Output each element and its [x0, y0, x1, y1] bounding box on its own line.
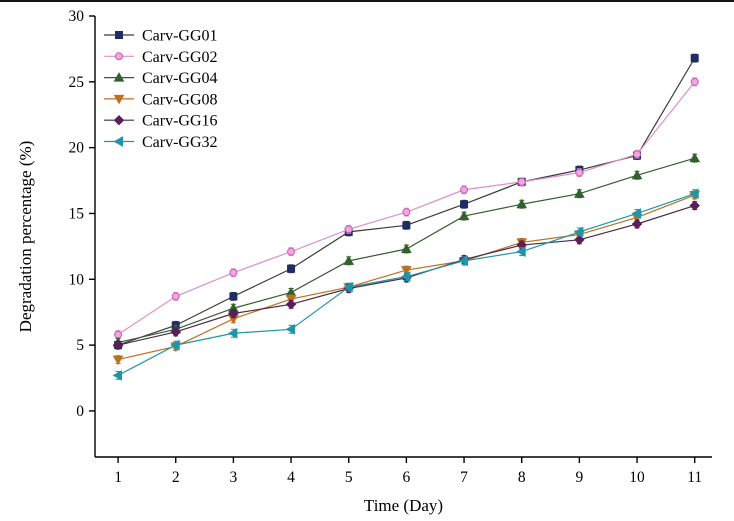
diamond-marker [574, 234, 585, 245]
triangle-up-marker [631, 169, 643, 180]
x-tick-label: 10 [629, 469, 645, 486]
triangle-up-marker [401, 243, 412, 254]
triangle-left-marker [689, 188, 699, 200]
legend-label: Carv-GG02 [142, 49, 218, 66]
legend-item-carv-gg32: Carv-GG32 [104, 134, 218, 151]
triangle-left-marker [112, 370, 123, 381]
circle-marker [115, 52, 123, 61]
legend-label: Carv-GG04 [142, 70, 218, 87]
square-marker [115, 31, 123, 39]
triangle-left-marker [516, 246, 526, 257]
y-axis-title: Degradation percentage (%) [16, 141, 35, 333]
y-tick-label: 10 [69, 271, 85, 288]
series-carv-gg04 [112, 152, 701, 347]
triangle-left-marker [227, 327, 238, 339]
x-tick-label: 2 [172, 469, 180, 486]
x-tick-label: 1 [114, 469, 122, 486]
triangle-down-marker [401, 266, 412, 276]
legend-item-carv-gg04: Carv-GG04 [104, 70, 218, 87]
circle-marker [229, 268, 238, 277]
triangle-up-marker [574, 188, 585, 198]
circle-marker [633, 150, 642, 159]
y-tick-label: 5 [76, 337, 84, 354]
square-marker [287, 264, 296, 273]
square-marker [460, 200, 469, 209]
diamond-marker [170, 326, 181, 338]
legend-item-carv-gg01: Carv-GG01 [104, 28, 218, 45]
triangle-left-marker [170, 339, 180, 351]
y-tick-label: 0 [76, 403, 84, 420]
circle-marker [344, 225, 353, 234]
square-marker [402, 221, 411, 230]
x-axis-title: Time (Day) [364, 496, 443, 515]
circle-marker [460, 185, 469, 194]
y-tick-label: 30 [69, 8, 85, 25]
y-tick-label: 15 [69, 205, 85, 222]
x-tick-label: 3 [230, 469, 238, 486]
circle-marker [171, 292, 180, 301]
diamond-marker [112, 339, 124, 351]
x-tick-label: 5 [345, 469, 353, 486]
legend-label: Carv-GG08 [142, 91, 218, 108]
diamond-marker [631, 218, 643, 230]
triangle-left-marker [458, 255, 469, 267]
diamond-marker [689, 200, 700, 211]
square-marker [229, 292, 238, 301]
x-tick-label: 7 [460, 469, 468, 486]
x-tick-label: 9 [575, 469, 583, 486]
x-tick-label: 11 [687, 469, 702, 486]
circle-marker [402, 208, 411, 217]
legend-item-carv-gg16: Carv-GG16 [104, 113, 218, 130]
triangle-up-marker [343, 255, 355, 265]
y-tick-label: 25 [69, 74, 85, 91]
x-tick-label: 6 [403, 469, 411, 486]
triangle-down-marker [112, 355, 124, 366]
square-marker [690, 54, 699, 63]
legend-item-carv-gg02: Carv-GG02 [104, 49, 218, 66]
y-tick-label: 20 [69, 140, 85, 157]
triangle-up-marker [458, 210, 470, 221]
diamond-marker [113, 114, 125, 126]
series-carv-gg32 [112, 188, 699, 381]
diamond-marker [228, 308, 239, 319]
legend-item-carv-gg08: Carv-GG08 [104, 91, 218, 108]
triangle-up-marker [689, 152, 701, 163]
legend-label: Carv-GG01 [142, 28, 218, 45]
x-tick-label: 8 [518, 469, 526, 486]
circle-marker [287, 247, 296, 256]
triangle-left-marker [573, 226, 584, 238]
triangle-left-marker [631, 208, 642, 219]
triangle-left-marker [400, 271, 411, 283]
triangle-up-marker [113, 72, 125, 82]
diamond-marker [285, 299, 297, 310]
circle-marker [517, 177, 526, 186]
circle-marker [690, 77, 699, 86]
triangle-down-marker [113, 94, 125, 105]
triangle-left-marker [285, 323, 296, 335]
legend-label: Carv-GG16 [142, 113, 218, 130]
triangle-up-marker [516, 198, 528, 209]
x-tick-label: 4 [287, 469, 295, 486]
triangle-left-marker [113, 136, 123, 147]
triangle-left-marker [343, 281, 353, 293]
circle-marker [575, 168, 584, 177]
legend-label: Carv-GG32 [142, 134, 218, 151]
series-carv-gg02 [114, 77, 699, 340]
legend: Carv-GG01 Carv-GG02 Carv-GG04 Carv-GG08 Carv… [104, 28, 218, 151]
axes [94, 16, 712, 458]
